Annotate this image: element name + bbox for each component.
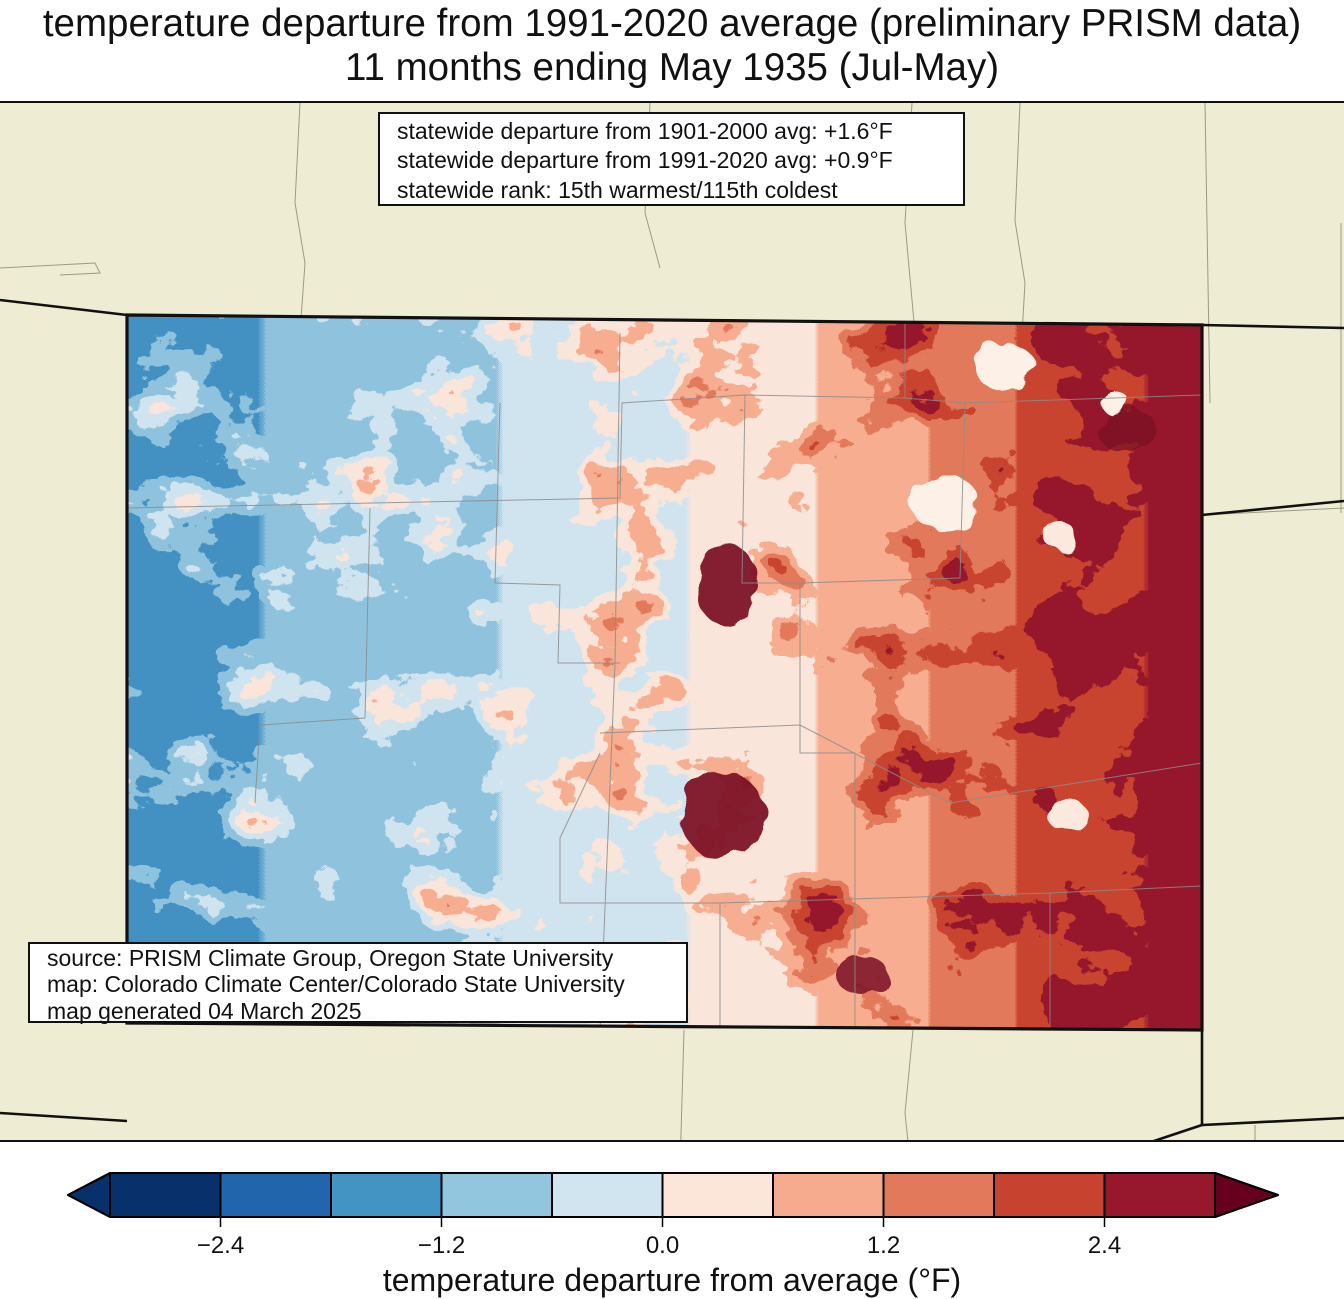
svg-text:−2.4: −2.4 xyxy=(197,1232,244,1259)
svg-text:temperature departure from ave: temperature departure from average (°F) xyxy=(383,1262,961,1298)
svg-text:2.4: 2.4 xyxy=(1088,1232,1121,1259)
svg-text:−1.2: −1.2 xyxy=(418,1232,465,1259)
svg-text:1.2: 1.2 xyxy=(867,1232,900,1259)
svg-text:0.0: 0.0 xyxy=(646,1232,679,1259)
